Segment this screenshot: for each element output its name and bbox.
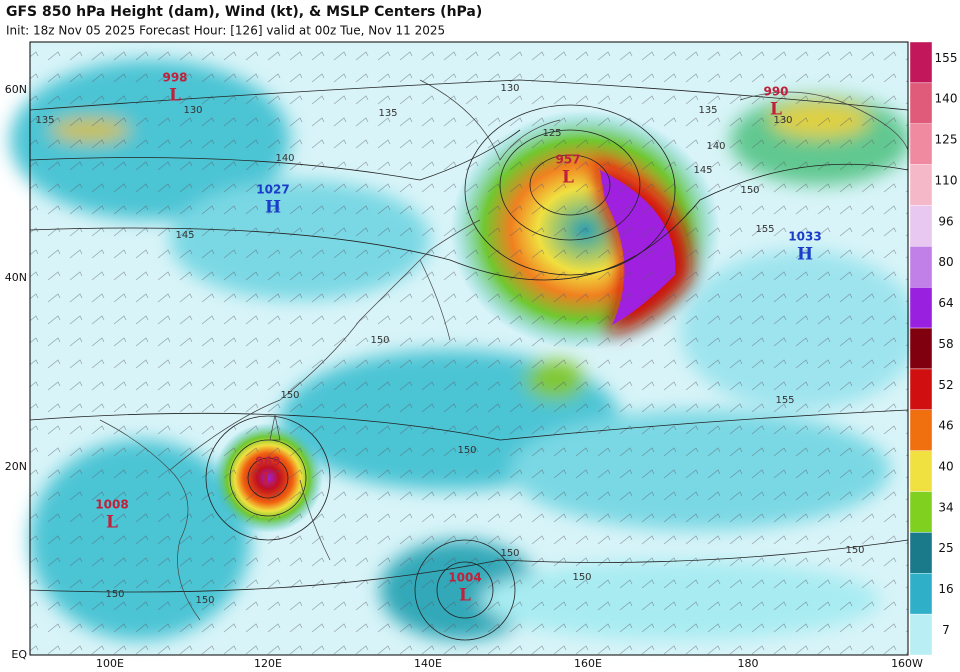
contour-label: 140: [706, 141, 725, 152]
colorbar-swatch: [909, 450, 933, 492]
lon-label: 160E: [574, 657, 602, 670]
colorbar-label: 96: [938, 214, 953, 228]
wind-barbs: [30, 42, 908, 655]
colorbar-swatch: [909, 368, 933, 410]
coastlines: [99, 79, 909, 621]
lat-label: 40N: [5, 271, 27, 284]
center-symbol: L: [262, 470, 274, 490]
contour-label: 135: [698, 105, 717, 116]
center-symbol: L: [459, 586, 471, 606]
colorbar-swatch: [909, 287, 933, 329]
colorbar-label: 110: [935, 173, 958, 187]
lon-label: 180: [738, 657, 759, 670]
center-pressure: 1008: [95, 498, 128, 512]
colorbar-label: 7: [942, 623, 950, 637]
colorbar-swatch: [909, 573, 933, 615]
center-symbol: H: [265, 198, 281, 218]
center-symbol: H: [797, 245, 813, 265]
colorbar-swatch: [909, 327, 933, 370]
contour-label: 135: [35, 115, 54, 126]
contour-label: 130: [500, 83, 519, 94]
contour-label: 150: [370, 335, 389, 346]
lon-label: 160W: [891, 657, 923, 670]
lat-label: EQ: [11, 648, 27, 661]
contour-label: 150: [740, 185, 759, 196]
map-frame: [29, 41, 909, 656]
center-pressure: 998: [162, 71, 187, 85]
center-symbol: L: [169, 86, 181, 106]
center-pressure: 990: [763, 85, 788, 99]
center-symbol: L: [562, 168, 574, 188]
colorbar-swatch: [909, 205, 933, 247]
colorbar-label: 140: [935, 92, 958, 106]
lon-label: 140E: [414, 657, 442, 670]
contour-label: 130: [183, 105, 202, 116]
center-pressure: 1027: [256, 183, 289, 197]
colorbar-swatch: [909, 164, 933, 206]
contour-label: 150: [500, 548, 519, 559]
contour-label: 150: [195, 595, 214, 606]
contour-label: 150: [280, 390, 299, 401]
title: GFS 850 hPa Height (dam), Wind (kt), & M…: [6, 4, 482, 20]
colorbar-swatch: [909, 491, 933, 533]
contour-label: 145: [175, 230, 194, 241]
colorbar-swatch: [909, 41, 933, 84]
lon-label: 100E: [96, 657, 124, 670]
colorbar-swatch: [909, 409, 933, 451]
lon-label: 120E: [254, 657, 282, 670]
colorbar-label: 25: [938, 541, 953, 555]
colorbar-label: 46: [938, 419, 953, 433]
lat-label: 60N: [5, 83, 27, 96]
map-area: [10, 42, 920, 655]
center-symbol: L: [770, 100, 782, 120]
center-pressure: 969: [255, 455, 280, 469]
colorbar-label: 64: [938, 296, 953, 310]
center-pressure: 1033: [788, 230, 821, 244]
colorbar-swatch: [909, 246, 933, 288]
colorbar-label: 80: [938, 255, 953, 269]
contour-label: 150: [572, 572, 591, 583]
colorbar-label: 34: [938, 500, 953, 514]
contour-label: 125: [542, 128, 561, 139]
colorbar-swatch: [909, 123, 933, 165]
center-pressure: 957: [555, 153, 580, 167]
contour-label: 150: [105, 589, 124, 600]
colorbar-label: 155: [935, 51, 958, 65]
subtitle: Init: 18z Nov 05 2025 Forecast Hour: [12…: [6, 24, 445, 38]
center-pressure: 1004: [448, 571, 481, 585]
contour-label: 155: [755, 224, 774, 235]
contour-label: 145: [693, 165, 712, 176]
colorbar-swatch: [909, 532, 933, 574]
contour-label: 135: [378, 108, 397, 119]
contour-label: 150: [845, 545, 864, 556]
colorbar-label: 52: [938, 378, 953, 392]
colorbar-label: 58: [938, 337, 953, 351]
lat-label: 20N: [5, 460, 27, 473]
colorbar-label: 40: [938, 460, 953, 474]
contours: [29, 79, 909, 641]
contour-label: 140: [275, 153, 294, 164]
contour-label: 130: [773, 115, 792, 126]
colorbar-label: 125: [935, 133, 958, 147]
center-symbol: L: [106, 513, 118, 533]
colorbar-label: 16: [938, 582, 953, 596]
contour-label: 155: [775, 395, 794, 406]
colorbar-swatch: [909, 82, 933, 124]
colorbar-swatch: [909, 613, 933, 656]
contour-label: 150: [457, 445, 476, 456]
